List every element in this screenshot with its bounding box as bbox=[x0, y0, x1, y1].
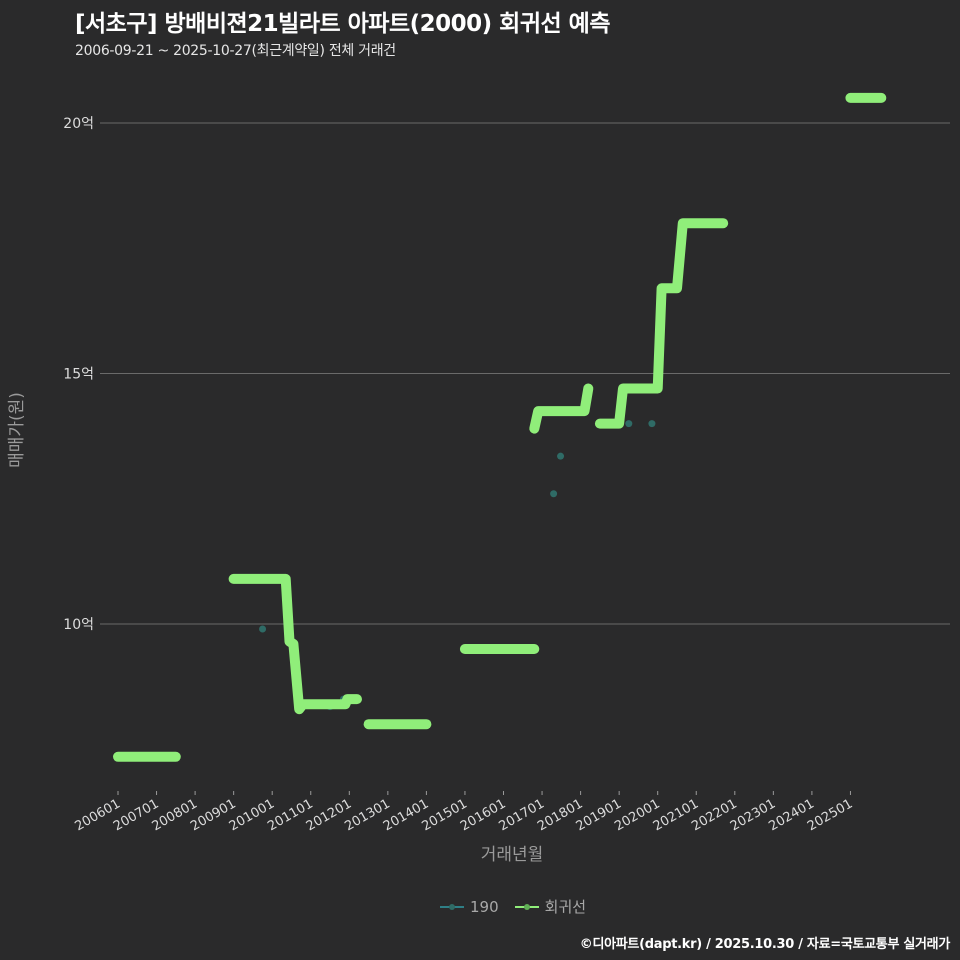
regression-segment bbox=[594, 218, 729, 429]
regression-segment bbox=[529, 383, 594, 434]
chart-subtitle: 2006-09-21 ~ 2025-10-27(최근계약일) 전체 거래건 bbox=[75, 43, 396, 59]
chart-title: [서초구] 방배비젼21빌라트 아파트(2000) 회귀선 예측 bbox=[75, 11, 610, 37]
data-point bbox=[557, 452, 565, 460]
regression-segment bbox=[228, 573, 362, 715]
gridlines bbox=[100, 122, 950, 625]
x-axis-title: 거래년월 bbox=[481, 845, 544, 865]
series-190-points bbox=[259, 420, 656, 711]
data-point bbox=[550, 490, 558, 498]
legend: 190 회귀선 bbox=[440, 896, 596, 917]
y-axis: 10억 15억 20억 bbox=[63, 116, 94, 633]
footer-credit: ©디아파트(dapt.kr) / 2025.10.30 / 자료=국토교통부 실… bbox=[579, 937, 951, 952]
x-axis: 2006012007012008012009012010012011012012… bbox=[73, 791, 855, 834]
y-tick-label: 10억 bbox=[63, 617, 94, 633]
data-point bbox=[259, 625, 267, 633]
data-point bbox=[625, 420, 633, 428]
series-regression-line bbox=[113, 92, 887, 762]
y-axis-title: 매매가(원) bbox=[7, 392, 27, 468]
legend-label-regression: 회귀선 bbox=[544, 898, 587, 916]
data-point bbox=[648, 420, 656, 428]
legend-key-regression bbox=[514, 899, 539, 915]
y-tick-label: 20억 bbox=[63, 116, 94, 132]
legend-label-190: 190 bbox=[470, 897, 499, 916]
y-tick-label: 15억 bbox=[63, 367, 94, 383]
legend-key-190 bbox=[440, 899, 464, 915]
